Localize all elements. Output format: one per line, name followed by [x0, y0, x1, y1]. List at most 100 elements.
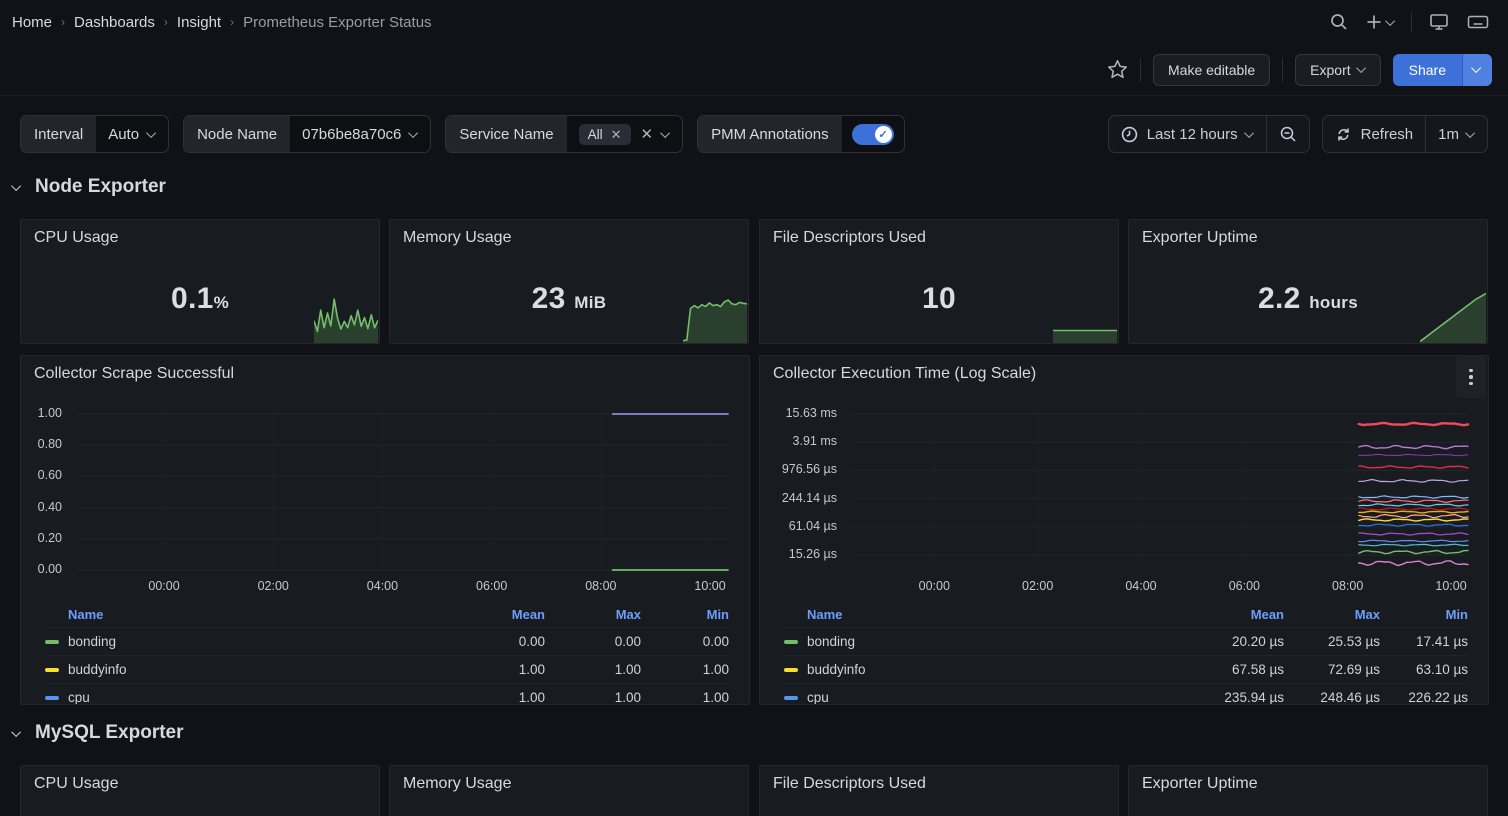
series-swatch [45, 640, 59, 644]
search-icon[interactable] [1329, 12, 1349, 32]
legend-header-name[interactable]: Name [45, 607, 415, 622]
panel-title[interactable]: Memory Usage [390, 766, 748, 802]
zoom-out-button[interactable] [1267, 116, 1309, 152]
interval-label: Interval [21, 116, 96, 152]
x-axis-labels: 00:0002:0004:0006:0008:0010:00 [851, 579, 1468, 595]
breadcrumb: Home › Dashboards › Insight › Prometheus… [12, 14, 432, 31]
panel-menu-kebab-icon[interactable] [1456, 356, 1486, 398]
monitor-icon[interactable] [1428, 11, 1450, 33]
toolbar-divider [1282, 58, 1283, 82]
mysql-stat-panel-cpu-usage: CPU Usage [20, 765, 380, 816]
legend-header-mean[interactable]: Mean [415, 607, 545, 622]
legend-header-name[interactable]: Name [784, 607, 1154, 622]
y-axis-labels: 15.63 ms3.91 ms976.56 µs244.14 µs61.04 µ… [760, 414, 843, 574]
section-node-exporter[interactable]: Node Exporter [14, 176, 166, 198]
time-range-value: Last 12 hours [1147, 126, 1238, 143]
node-name-value: 07b6be8a70c6 [302, 126, 401, 143]
mysql-stat-panel-file-descriptors: File Descriptors Used [759, 765, 1119, 816]
mysql-stat-panel-exporter-uptime: Exporter Uptime [1128, 765, 1488, 816]
add-new-button[interactable] [1365, 13, 1395, 31]
line-chart [851, 414, 1468, 582]
section-collapse-icon [11, 181, 21, 191]
panel-title[interactable]: Collector Execution Time (Log Scale) [760, 356, 1488, 392]
panel-title[interactable]: Exporter Uptime [1129, 220, 1487, 256]
chevron-down-icon [146, 128, 156, 138]
keyboard-icon[interactable] [1466, 10, 1490, 34]
interval-select[interactable]: Auto [96, 116, 168, 152]
breadcrumb-dashboards[interactable]: Dashboards [74, 14, 155, 31]
stat-panel-file-descriptors: File Descriptors Used 10 [759, 219, 1119, 344]
chart-panel-collector-execution-time: Collector Execution Time (Log Scale) 15.… [759, 355, 1489, 705]
sparkline [1420, 291, 1486, 343]
node-name-variable: Node Name 07b6be8a70c6 [183, 115, 431, 153]
breadcrumb-home[interactable]: Home [12, 14, 52, 31]
export-button[interactable]: Export [1295, 54, 1380, 86]
chart-panel-collector-scrape-successful: Collector Scrape Successful 1.000.800.60… [20, 355, 750, 705]
legend-row-cpu[interactable]: cpu 235.94 µs 248.46 µs 226.22 µs [784, 683, 1468, 705]
mysql-stat-panel-memory-usage: Memory Usage [389, 765, 749, 816]
section-title: Node Exporter [35, 176, 166, 198]
share-dropdown-button[interactable] [1462, 54, 1492, 86]
legend-row-cpu[interactable]: cpu 1.00 1.00 1.00 [45, 683, 729, 705]
pmm-annotations-label: PMM Annotations [698, 116, 842, 152]
pmm-annotations-toggle[interactable]: ✓ [852, 124, 894, 145]
series-swatch [784, 668, 798, 672]
line-chart [76, 414, 728, 582]
section-title: MySQL Exporter [35, 722, 184, 744]
refresh-label: Refresh [1361, 126, 1414, 143]
stat-panel-exporter-uptime: Exporter Uptime 2.2 hours [1128, 219, 1488, 344]
legend-header-min[interactable]: Min [1380, 607, 1468, 622]
legend-row-bonding[interactable]: bonding 0.00 0.00 0.00 [45, 627, 729, 655]
chevron-down-icon [1465, 128, 1475, 138]
chip-remove-icon[interactable]: ✕ [611, 128, 622, 141]
chart-legend-table: Name Mean Max Min bonding 0.00 0.00 0.00… [21, 601, 749, 705]
make-editable-button[interactable]: Make editable [1153, 54, 1270, 86]
panel-title[interactable]: Exporter Uptime [1129, 766, 1487, 802]
nav-divider [1411, 12, 1412, 32]
panel-title[interactable]: Collector Scrape Successful [21, 356, 749, 392]
chart-plot-area [851, 414, 1468, 570]
legend-header-mean[interactable]: Mean [1154, 607, 1284, 622]
favorite-star-icon[interactable] [1107, 59, 1128, 80]
section-mysql-exporter[interactable]: MySQL Exporter [14, 722, 184, 744]
node-name-select[interactable]: 07b6be8a70c6 [290, 116, 430, 152]
interval-value: Auto [108, 126, 139, 143]
clear-selection-icon[interactable]: ✕ [641, 127, 654, 142]
panel-title[interactable]: File Descriptors Used [760, 220, 1118, 256]
toolbar-divider [1140, 58, 1141, 82]
legend-row-bonding[interactable]: bonding 20.20 µs 25.53 µs 17.41 µs [784, 627, 1468, 655]
filter-bar: Interval Auto Node Name 07b6be8a70c6 Ser… [20, 114, 1488, 154]
time-range-picker: Last 12 hours [1108, 115, 1310, 153]
legend-header-max[interactable]: Max [1284, 607, 1380, 622]
refresh-interval-select[interactable]: 1m [1426, 116, 1487, 152]
legend-header-min[interactable]: Min [641, 607, 729, 622]
refresh-button[interactable]: Refresh [1323, 116, 1426, 152]
service-name-label: Service Name [446, 116, 566, 152]
sparkline [683, 293, 747, 343]
panel-title[interactable]: CPU Usage [21, 220, 379, 256]
time-range-button[interactable]: Last 12 hours [1109, 116, 1266, 152]
legend-row-buddyinfo[interactable]: buddyinfo 1.00 1.00 1.00 [45, 655, 729, 683]
chart-legend-table: Name Mean Max Min bonding 20.20 µs 25.53… [760, 601, 1488, 705]
series-swatch [45, 668, 59, 672]
legend-row-buddyinfo[interactable]: buddyinfo 67.58 µs 72.69 µs 63.10 µs [784, 655, 1468, 683]
pmm-annotations-switch-wrap: ✓ [842, 116, 904, 152]
nav-actions [1329, 10, 1490, 34]
legend-header-max[interactable]: Max [545, 607, 641, 622]
breadcrumb-insight[interactable]: Insight [177, 14, 221, 31]
stat-panel-cpu-usage: CPU Usage 0.1% [20, 219, 380, 344]
panel-title[interactable]: CPU Usage [21, 766, 379, 802]
chevron-down-icon [1471, 63, 1481, 73]
panel-title[interactable]: File Descriptors Used [760, 766, 1118, 802]
refresh-interval-value: 1m [1438, 126, 1459, 143]
top-nav: Home › Dashboards › Insight › Prometheus… [0, 0, 1508, 44]
service-name-chip[interactable]: All ✕ [579, 124, 631, 145]
chevron-down-icon [1244, 128, 1254, 138]
pmm-annotations-control: PMM Annotations ✓ [697, 115, 905, 153]
chart-plot-area [76, 414, 728, 570]
chevron-down-icon [1385, 16, 1395, 26]
share-button[interactable]: Share [1393, 54, 1462, 86]
service-name-select[interactable]: All ✕ ✕ [567, 116, 683, 152]
series-swatch [784, 696, 798, 700]
panel-title[interactable]: Memory Usage [390, 220, 748, 256]
